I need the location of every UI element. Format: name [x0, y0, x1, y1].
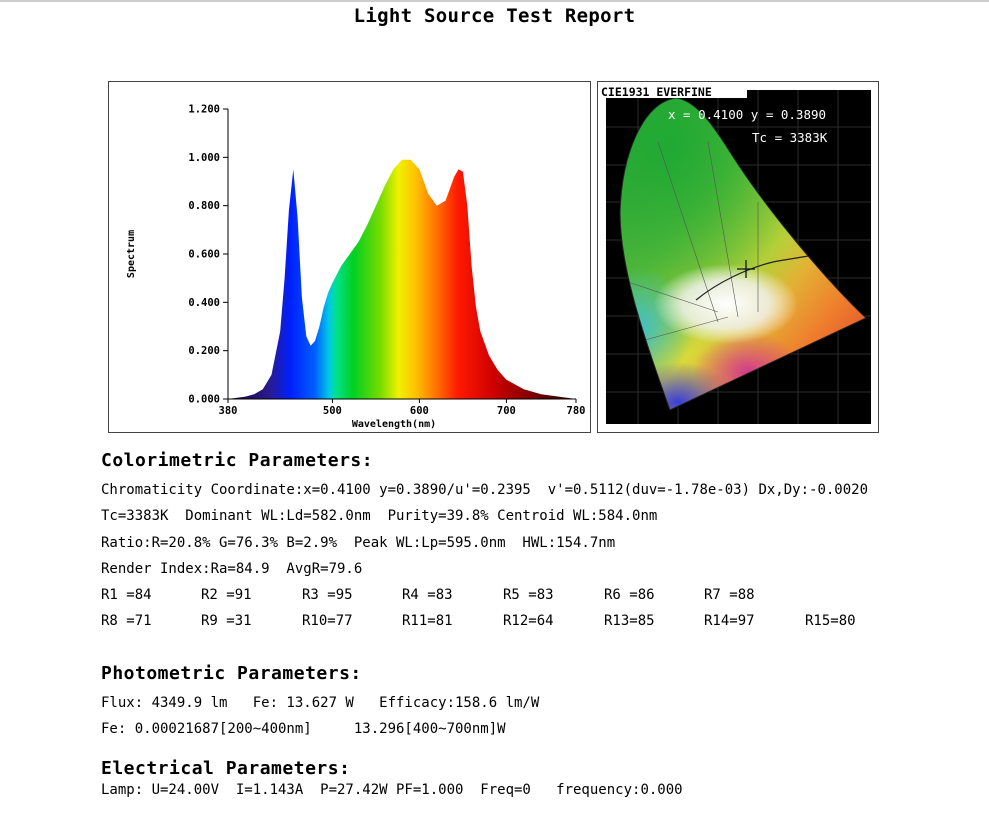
y-tick-label: 1.200	[188, 104, 220, 116]
planckian-locus	[695, 255, 809, 301]
cie-xy-readout: x = 0.4100 y = 0.3890	[668, 107, 826, 122]
r-value-cell: R8 =71	[101, 613, 152, 629]
electrical-heading: Electrical Parameters:	[101, 758, 351, 779]
r-value-cell: R2 =91	[201, 587, 252, 603]
colorimetric-heading: Colorimetric Parameters:	[101, 450, 374, 471]
y-tick-label: 0.200	[188, 345, 220, 357]
chromaticity-marker	[737, 260, 755, 278]
r-value-cell: R10=77	[302, 613, 353, 629]
ratio-peak-line: Ratio:R=20.8% G=76.3% B=2.9% Peak WL:Lp=…	[101, 535, 616, 551]
r-value-cell: R3 =95	[302, 587, 353, 603]
r-value-cell: R15=80	[805, 613, 856, 629]
flux-line: Flux: 4349.9 lm Fe: 13.627 W Efficacy:15…	[101, 695, 540, 711]
x-tick-label: 700	[497, 405, 516, 417]
r-value-cell: R4 =83	[402, 587, 453, 603]
r-value-cell: R9 =31	[201, 613, 252, 629]
spectrum-area	[228, 159, 576, 399]
x-tick-label: 500	[323, 405, 342, 417]
x-tick-label: 780	[567, 405, 586, 417]
cct-dominant-line: Tc=3383K Dominant WL:Ld=582.0nm Purity=3…	[101, 508, 658, 524]
y-tick-label: 0.000	[188, 394, 220, 406]
spectrum-chart: 0.000 0.200 0.400 0.600 0.800 1.000 1.200 380 5…	[126, 104, 586, 431]
r-value-cell: R13=85	[604, 613, 655, 629]
spectrum-chart-panel: 0.000 0.200 0.400 0.600 0.800 1.000 1.200 380 5…	[108, 81, 591, 433]
r-value-cell: R11=81	[402, 613, 453, 629]
r-value-cell: R1 =84	[101, 587, 152, 603]
r-value-cell: R5 =83	[503, 587, 554, 603]
y-axis-label: Spectrum	[126, 230, 137, 278]
lamp-electrical-line: Lamp: U=24.00V I=1.143A P=27.42W PF=1.00…	[101, 782, 683, 798]
x-tick-label: 380	[219, 405, 238, 417]
y-tick-label: 0.400	[188, 297, 220, 309]
cie-diagram: CIE1931 EVERFINE x = 0.4100 y = 0.3890 T…	[599, 85, 871, 424]
chromaticity-line: Chromaticity Coordinate:x=0.4100 y=0.389…	[101, 482, 869, 498]
report-title: Light Source Test Report	[353, 5, 636, 27]
y-tick-label: 0.800	[188, 200, 220, 212]
x-axis-label: Wavelength(nm)	[352, 419, 436, 430]
cie-diagram-panel: CIE1931 EVERFINE x = 0.4100 y = 0.3890 T…	[597, 81, 879, 433]
radiant-flux-line: Fe: 0.00021687[200~400nm] 13.296[400~700…	[101, 721, 506, 737]
top-border	[0, 0, 989, 2]
r-value-cell: R6 =86	[604, 587, 655, 603]
cie-cct-readout: Tc = 3383K	[752, 130, 828, 145]
r-value-cell: R14=97	[704, 613, 755, 629]
render-index-line: Render Index:Ra=84.9 AvgR=79.6	[101, 561, 363, 577]
cie-title: CIE1931 EVERFINE	[601, 85, 712, 99]
r-value-cell: R7 =88	[704, 587, 755, 603]
y-tick-label: 0.600	[188, 249, 220, 261]
r-value-cell: R12=64	[503, 613, 554, 629]
spectral-locus	[619, 97, 867, 411]
cie-title-bg	[599, 85, 747, 98]
x-tick-label: 600	[410, 405, 429, 417]
photometric-heading: Photometric Parameters:	[101, 663, 362, 684]
y-tick-label: 1.000	[188, 152, 220, 164]
